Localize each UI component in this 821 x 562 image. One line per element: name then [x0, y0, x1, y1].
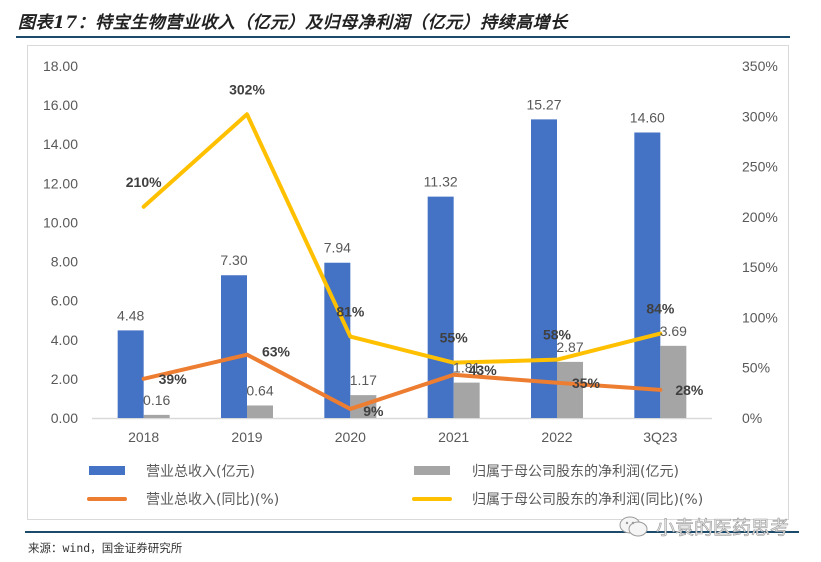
right-tick-label: 200% — [742, 209, 778, 225]
line-revenue-yoy-label: 35% — [572, 375, 601, 391]
bar-label-net-profit: 0.16 — [143, 392, 170, 408]
x-tick-label: 2022 — [541, 429, 572, 445]
legend-label-net-profit: 归属于母公司股东的净利润(亿元) — [472, 463, 679, 480]
line-net-profit-yoy-label: 210% — [126, 174, 162, 190]
bar-label-net-profit: 3.69 — [660, 323, 687, 339]
line-revenue-yoy-label: 63% — [262, 344, 291, 360]
line-revenue-yoy-label: 39% — [159, 371, 188, 387]
x-tick-label: 2021 — [438, 429, 469, 445]
legend-swatch-revenue — [89, 466, 125, 475]
data-labels: 4.48 7.30 7.94 11.32 15.27 14.60 0.16 0.64 1.17 1… — [117, 81, 704, 419]
bar-label-net-profit: 0.64 — [246, 382, 273, 398]
left-tick-label: 8.00 — [51, 254, 78, 270]
legend-label-revenue: 营业总收入(亿元) — [146, 464, 255, 480]
wechat-icon — [619, 516, 648, 536]
line-revenue-yoy-label: 43% — [469, 362, 498, 378]
legend-label-net-profit-yoy: 归属于母公司股东的净利润(同比)(%) — [472, 491, 703, 508]
line-net-profit-yoy-label: 84% — [646, 301, 675, 317]
bar-label-net-profit: 1.81 — [453, 360, 480, 376]
left-tick-label: 18.00 — [43, 58, 78, 74]
bar-label-revenue: 7.30 — [220, 252, 247, 268]
footer-rule — [25, 531, 799, 533]
bar-revenue — [634, 132, 661, 418]
left-tick-label: 16.00 — [43, 97, 78, 113]
left-tick-label: 10.00 — [43, 214, 78, 230]
x-tick-label: 3Q23 — [643, 429, 677, 445]
legend-label-revenue-yoy: 营业总收入(同比)(%) — [146, 492, 279, 508]
bar-label-revenue: 4.48 — [117, 307, 144, 323]
bar-label-revenue: 11.32 — [424, 174, 458, 190]
bar-net-profit — [453, 382, 480, 418]
x-axis: 2018 2019 2020 2021 2022 3Q23 — [128, 429, 678, 445]
title-rule — [16, 36, 790, 38]
left-tick-label: 6.00 — [51, 293, 78, 309]
bar-revenue — [221, 275, 247, 418]
line-revenue-yoy — [141, 352, 663, 411]
bar-label-revenue: 15.27 — [526, 96, 561, 112]
line-net-profit-yoy-label: 55% — [440, 330, 469, 346]
right-tick-label: 150% — [742, 259, 778, 275]
right-tick-label: 0% — [742, 410, 762, 426]
bar-net-profit — [143, 414, 170, 418]
bar-label-net-profit: 2.87 — [556, 339, 583, 355]
bar-net-profit — [660, 345, 687, 418]
bar-revenue — [531, 119, 557, 419]
bar-revenue — [117, 330, 144, 418]
bar-net-profit — [557, 361, 583, 418]
bar-net-profit — [247, 405, 273, 418]
line-net-profit-yoy-label: 302% — [229, 81, 265, 97]
legend-swatch-net-profit — [414, 466, 450, 475]
right-tick-label: 300% — [742, 108, 778, 124]
source-note: 来源：wind，国金证券研究所 — [28, 541, 183, 555]
line-revenue-yoy-label: 28% — [675, 382, 704, 398]
legend: 营业总收入(亿元) 归属于母公司股东的净利润(亿元) 营业总收入(同比)(%) … — [87, 463, 703, 508]
bar-label-revenue: 7.94 — [324, 240, 351, 256]
lines — [141, 112, 663, 411]
bar-revenue — [427, 196, 454, 418]
x-tick-label: 2018 — [128, 429, 159, 445]
line-revenue-yoy-label: 9% — [363, 403, 384, 419]
watermark-text: 小袁的医药思考 — [656, 517, 790, 540]
line-net-profit-yoy-label: 81% — [336, 304, 365, 320]
right-tick-label: 350% — [742, 58, 778, 74]
left-tick-label: 0.00 — [51, 410, 78, 426]
watermark: 小袁的医药思考 — [618, 513, 789, 540]
figure-title: 图表17：特宝生物营业收入（亿元）及归母净利润（亿元）持续高增长 — [18, 13, 568, 33]
left-tick-label: 2.00 — [51, 371, 78, 387]
line-net-profit-yoy-label: 58% — [543, 327, 572, 343]
right-tick-label: 100% — [742, 309, 778, 325]
line-net-profit-yoy — [141, 112, 663, 365]
right-axis: 0% 50% 100% 150% 200% 250% 300% 350% — [742, 58, 778, 426]
bar-label-revenue: 14.60 — [630, 109, 665, 125]
chart-frame — [27, 45, 789, 520]
bar-label-net-profit: 1.17 — [350, 372, 377, 388]
left-tick-label: 4.00 — [51, 332, 78, 348]
left-axis: 0.00 2.00 4.00 6.00 8.00 10.00 12.00 14.00 16.00… — [43, 58, 78, 426]
bars — [117, 119, 687, 419]
x-tick-label: 2020 — [335, 429, 366, 445]
right-tick-label: 250% — [742, 159, 778, 175]
x-tick-label: 2019 — [231, 429, 262, 445]
left-tick-label: 12.00 — [43, 175, 78, 191]
left-tick-label: 14.00 — [43, 136, 78, 152]
right-tick-label: 50% — [742, 360, 770, 376]
